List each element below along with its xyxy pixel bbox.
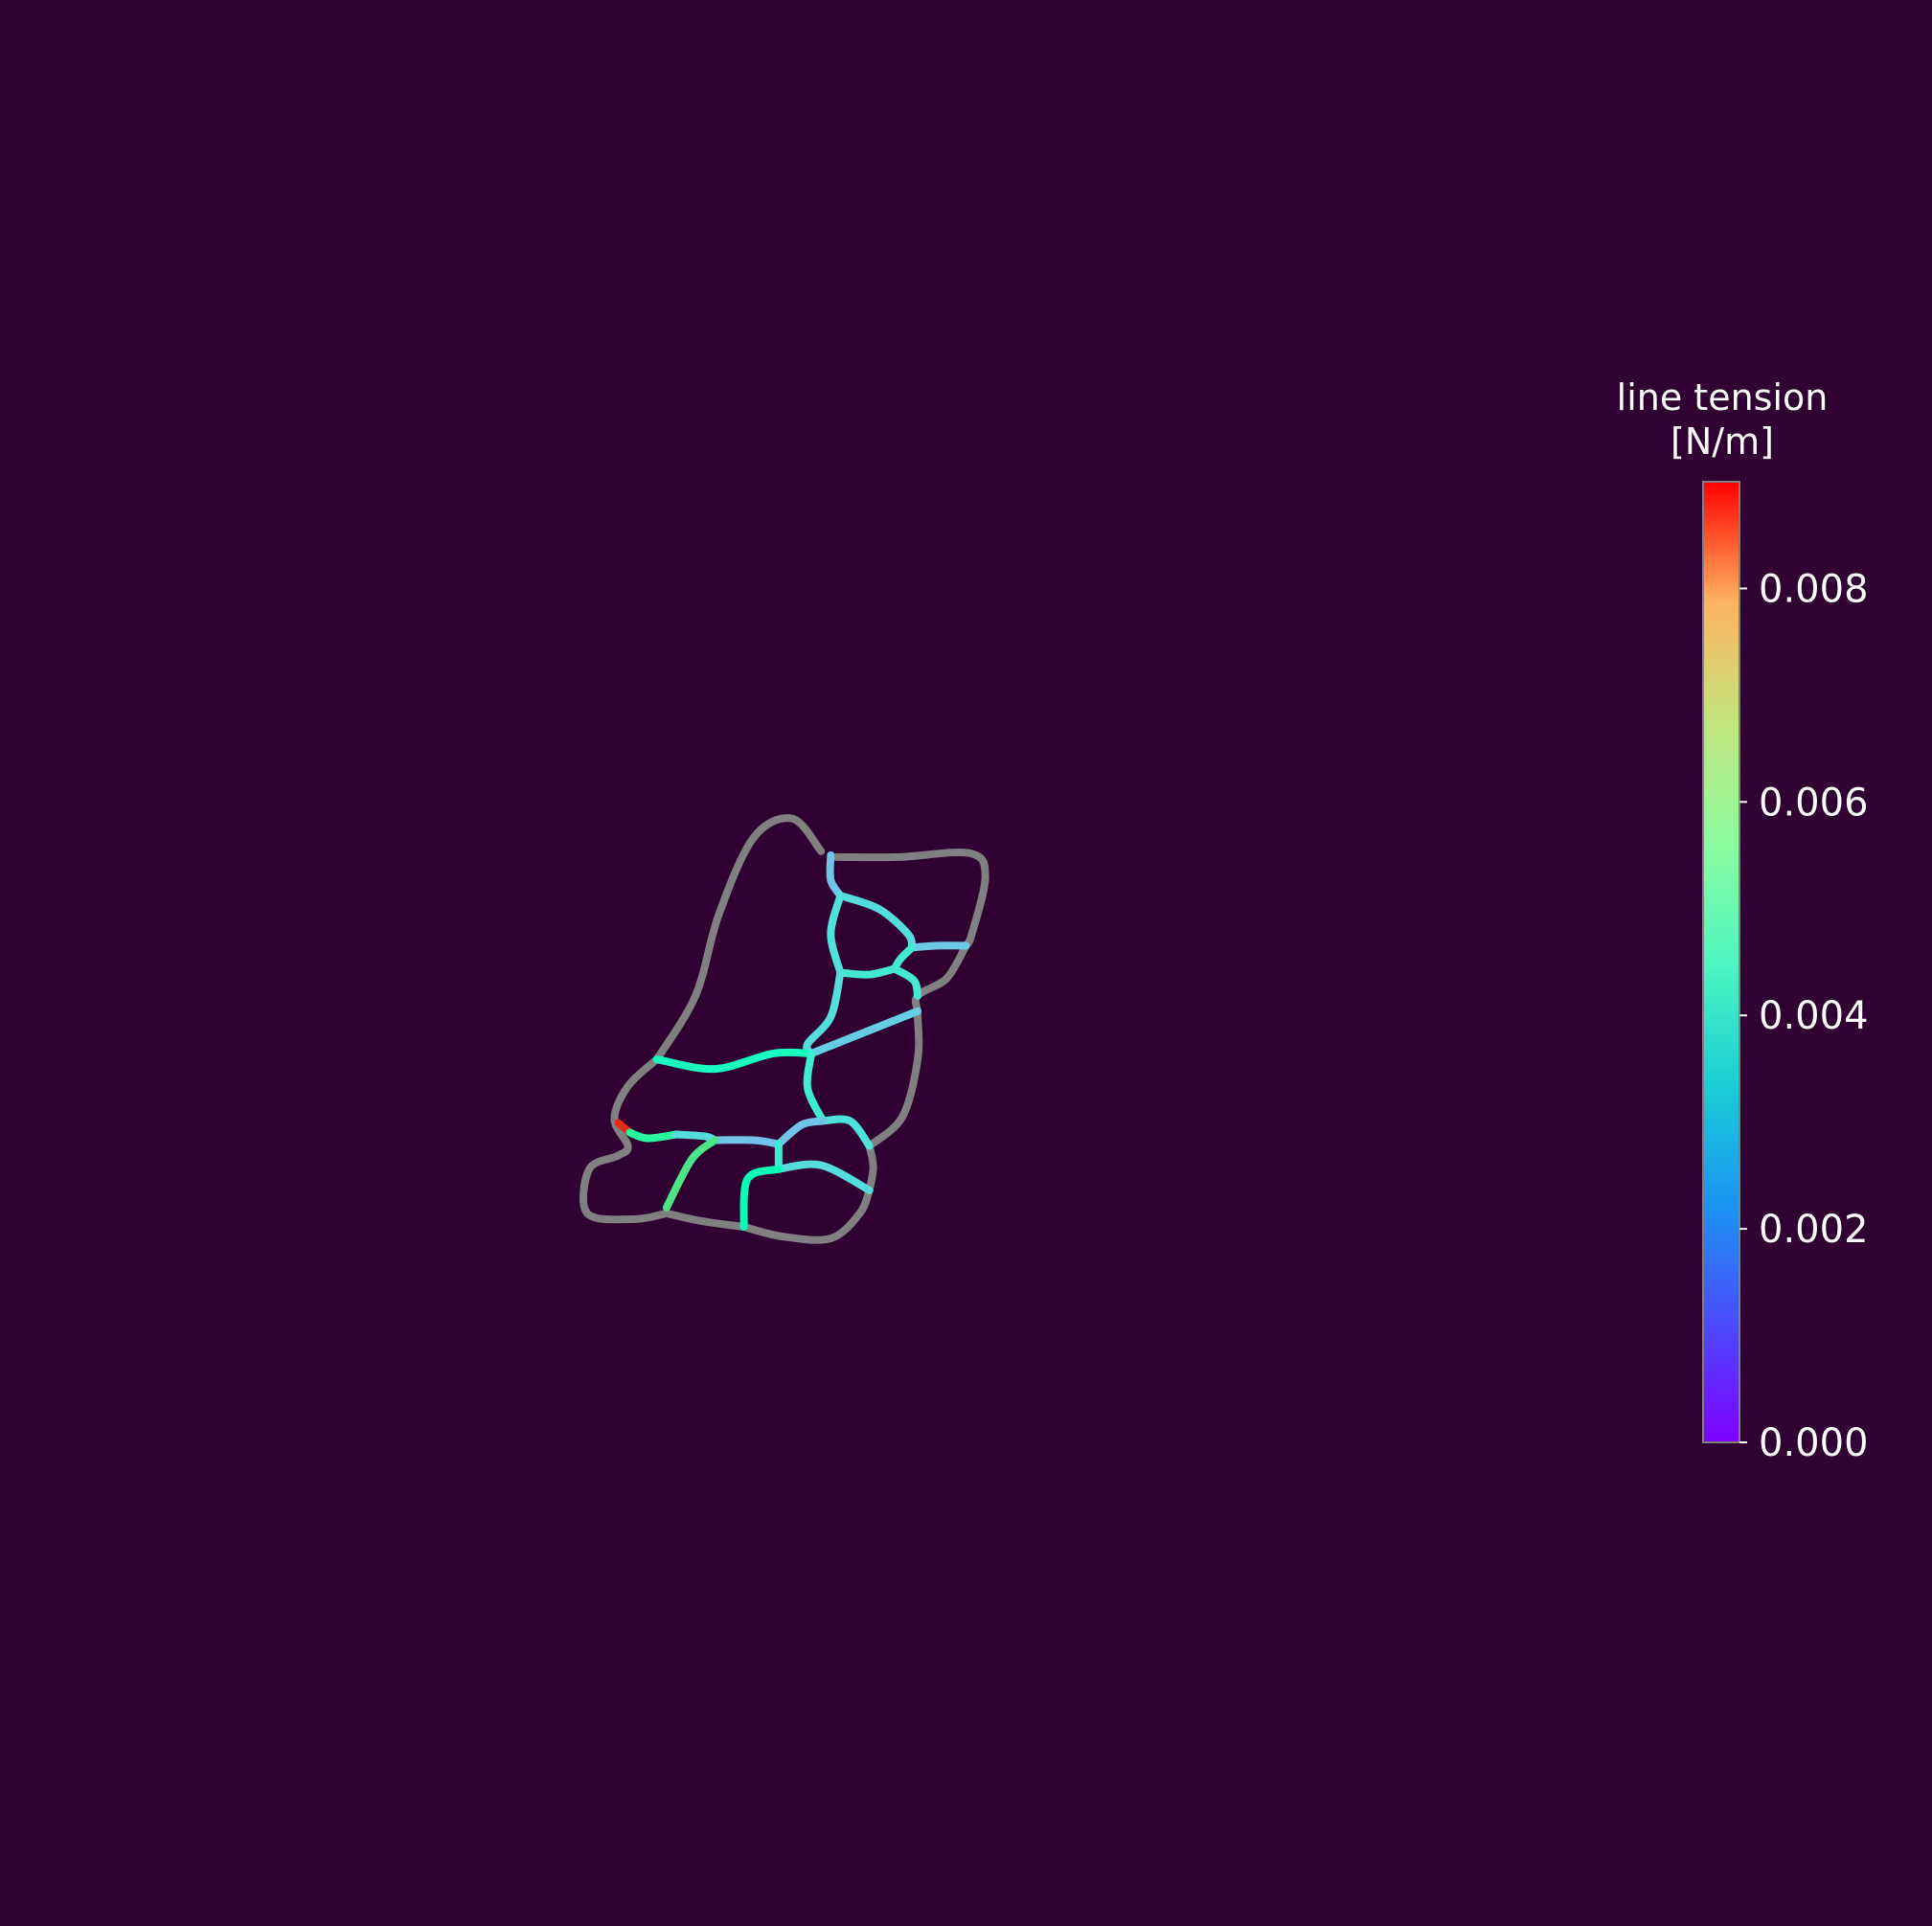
tension-edge-11 — [803, 1050, 828, 1125]
tension-edge-21 — [739, 1165, 783, 1232]
tension-edge-16 — [711, 1136, 783, 1148]
tension-edge-3 — [908, 941, 970, 952]
tension-edge-5 — [890, 943, 917, 973]
colorbar-ticks: 0.000 0.002 0.004 0.006 0.008 — [1739, 567, 1869, 1465]
tension-edge-10 — [652, 1048, 816, 1074]
colorbar-tick-label: 0.006 — [1759, 781, 1869, 825]
boundary-edge-5 — [662, 1209, 748, 1232]
tension-edge-15 — [671, 1130, 719, 1144]
boundary-edge-1 — [652, 814, 826, 1064]
tension-edge-18 — [662, 1136, 719, 1212]
tension-edge-17 — [774, 1117, 828, 1148]
boundary-edge-4 — [579, 1055, 671, 1224]
tension-edge-2 — [836, 892, 917, 952]
colorbar-tick-label: 0.002 — [1759, 1208, 1869, 1252]
colorbar-title-line2: [N/m] — [1671, 420, 1774, 463]
colorbar-title-line1: line tension — [1617, 376, 1829, 419]
boundary-edge-3 — [865, 941, 970, 1150]
colorbar: line tension [N/m] 0.0000.0020.0040.0060… — [1617, 376, 1869, 1465]
tension-edge-4 — [827, 892, 845, 977]
tension-edge-6 — [836, 964, 898, 979]
colorbar-tick-label: 0.008 — [1759, 567, 1869, 611]
tension-edge-14 — [625, 1128, 680, 1143]
colorbar-tick-label: 0.004 — [1759, 994, 1869, 1038]
tension-edge-7 — [890, 964, 922, 1000]
boundary-edge-2 — [832, 848, 989, 950]
boundary-edge-7 — [865, 1142, 877, 1194]
boundary-edge-6 — [739, 1186, 874, 1244]
tissue-network — [579, 814, 989, 1244]
colorbar-tick-label: 0.000 — [1759, 1421, 1869, 1465]
colorbar-gradient — [1702, 481, 1740, 1443]
tension-edge-20 — [774, 1160, 874, 1194]
tension-edge-1 — [826, 850, 845, 900]
tension-edge-9 — [807, 1007, 922, 1058]
tension-edge-12 — [819, 1115, 874, 1150]
